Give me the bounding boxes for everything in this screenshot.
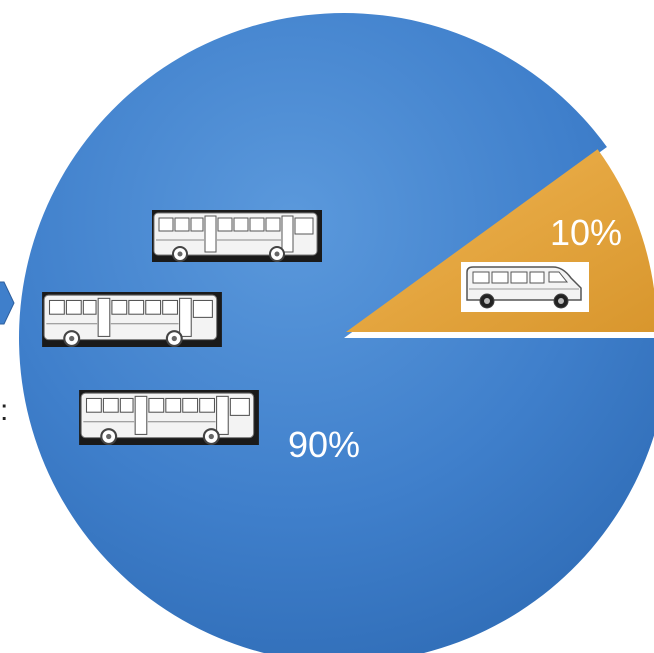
- colon-fragment: :: [0, 394, 8, 427]
- side-arrow-shape: [0, 281, 15, 325]
- pie-slice-90: [19, 13, 654, 653]
- bus-icon: [42, 292, 222, 347]
- bus-icon: [152, 210, 322, 262]
- slice-label-10: 10%: [550, 212, 622, 253]
- van-icon: [461, 262, 589, 312]
- slice-label-90: 90%: [288, 424, 360, 465]
- bus-icon: [78, 390, 260, 445]
